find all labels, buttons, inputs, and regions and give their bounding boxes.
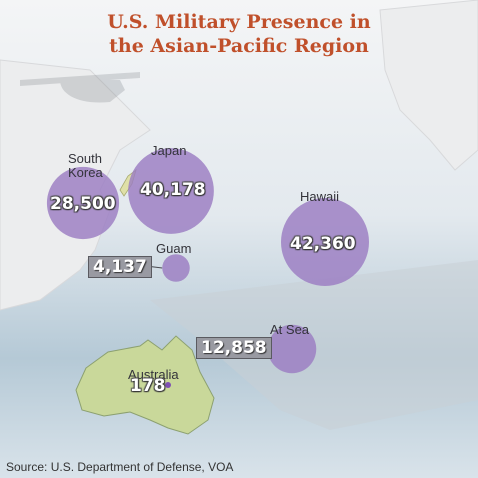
region-label-at-sea: At Sea xyxy=(270,322,310,337)
value-label-australia: 178 xyxy=(130,376,166,396)
source-note: Source: U.S. Department of Defense, VOA xyxy=(6,460,234,474)
north-america-landmass xyxy=(379,0,478,171)
bubble-at-sea xyxy=(267,324,317,374)
region-label-south-korea-1: South xyxy=(68,151,102,166)
value-label-hawaii: 42,360 xyxy=(290,234,356,254)
region-label-australia: Australia xyxy=(128,367,179,382)
region-label-guam: Guam xyxy=(156,241,192,256)
chart-title-line2: the Asian-Pacific Region xyxy=(109,35,369,57)
bubble-guam xyxy=(162,254,190,282)
value-label-japan: 40,178 xyxy=(140,180,206,200)
region-label-hawaii: Hawaii xyxy=(300,189,340,204)
value-label-guam: 4,137 xyxy=(88,256,152,278)
bubble-australia xyxy=(165,382,171,388)
bubble-japan xyxy=(128,148,214,234)
region-label-japan: Japan xyxy=(151,143,187,158)
bubble-south-korea xyxy=(46,166,120,240)
australia-landmass xyxy=(75,335,215,435)
chart-title-line1: U.S. Military Presence in xyxy=(107,11,371,33)
bubble-hawaii xyxy=(281,198,369,286)
value-label-south-korea: 28,500 xyxy=(50,194,116,214)
helicopter-silhouette xyxy=(20,72,140,103)
region-label-south-korea-2: Korea xyxy=(68,165,103,180)
value-label-at-sea: 12,858 xyxy=(196,337,272,359)
